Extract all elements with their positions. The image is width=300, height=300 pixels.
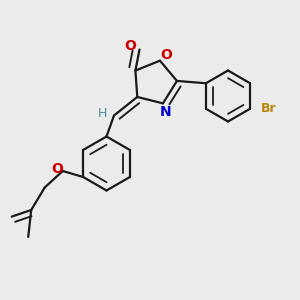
Text: H: H xyxy=(97,106,107,120)
Text: O: O xyxy=(51,162,63,176)
Text: Br: Br xyxy=(261,102,276,115)
Text: O: O xyxy=(160,48,172,62)
Text: N: N xyxy=(160,105,172,119)
Text: O: O xyxy=(124,40,136,53)
